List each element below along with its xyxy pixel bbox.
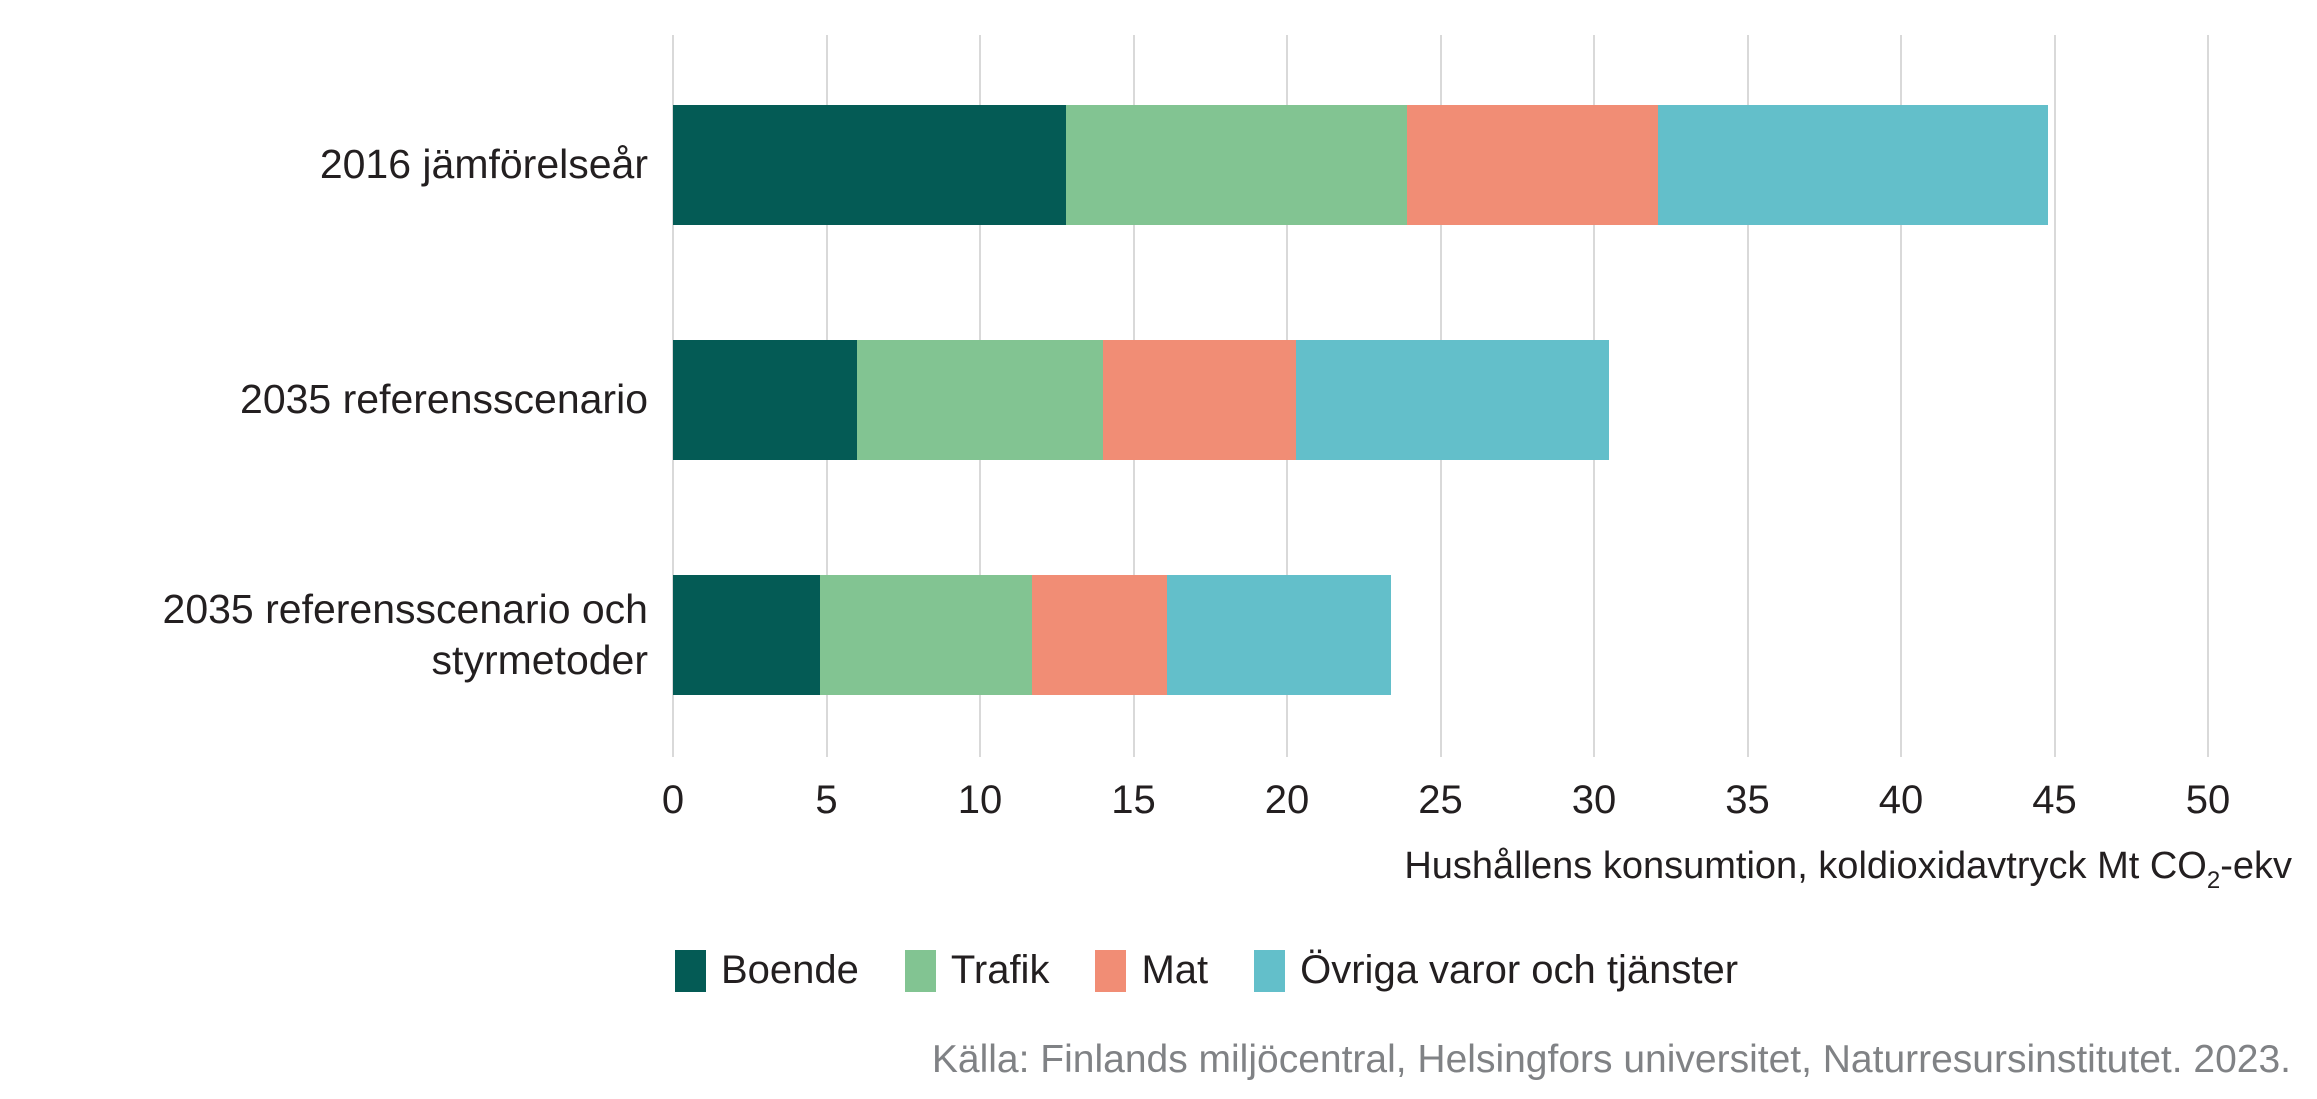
legend-item-mat: Mat — [1095, 948, 1208, 993]
source-caption: Källa: Finlands miljöcentral, Helsingfor… — [931, 1038, 2291, 1081]
legend-label: Trafik — [950, 948, 1050, 992]
bar-row-0 — [673, 105, 2049, 225]
x-tick-25: 25 — [1418, 778, 1463, 822]
legend-swatch — [1254, 949, 1286, 992]
legend-label: Boende — [721, 948, 859, 992]
x-tick-40: 40 — [1878, 778, 1924, 822]
bar-segment-mat — [1032, 575, 1168, 695]
x-tick-30: 30 — [1571, 778, 1617, 822]
legend-swatch — [675, 949, 706, 992]
bar-segment--vriga-varor-och-tj-nster — [1296, 340, 1610, 460]
legend-swatch — [1095, 949, 1127, 992]
gridline-50 — [2207, 35, 2209, 757]
x-tick-20: 20 — [1264, 778, 1310, 822]
legend: Boende Trafik Mat Övriga varor och tjänster — [675, 948, 1738, 993]
x-tick-45: 45 — [2032, 778, 2077, 822]
category-label-2: 2035 referensscenario och styrmetoder — [162, 585, 648, 683]
bar-row-1 — [673, 340, 1610, 460]
gridline-35 — [1746, 35, 1749, 757]
legend-item-boende: Boende — [675, 948, 859, 993]
x-axis-title-subscript: 2 — [2206, 867, 2221, 894]
bar-segment-boende — [673, 340, 858, 460]
legend-label: Övriga varor och tjänster — [1300, 948, 1739, 992]
bar-segment--vriga-varor-och-tj-nster — [1658, 105, 2049, 225]
bar-segment--vriga-varor-och-tj-nster — [1167, 575, 1392, 695]
bar-segment-trafik — [1065, 105, 1407, 225]
legend-item--vriga-varor-och-tj-nster: Övriga varor och tjänster — [1254, 948, 1738, 993]
gridline-40 — [1900, 35, 1902, 757]
x-axis-title: Hushållens konsumtion, koldioxidavtryck … — [1404, 845, 2292, 895]
x-tick-0: 0 — [661, 778, 685, 822]
gridline-45 — [2053, 35, 2056, 757]
legend-swatch — [904, 949, 936, 992]
category-label-1: 2035 referensscenario — [240, 376, 648, 423]
bar-segment-trafik — [820, 575, 1033, 695]
bar-segment-boende — [673, 105, 1066, 225]
x-axis-title-suffix: -ekv — [2220, 845, 2292, 887]
bar-segment-mat — [1406, 105, 1659, 225]
legend-item-trafik: Trafik — [904, 948, 1050, 993]
bar-segment-trafik — [857, 340, 1103, 460]
x-tick-15: 15 — [1111, 778, 1156, 822]
x-tick-35: 35 — [1725, 778, 1770, 822]
bar-segment-boende — [673, 575, 821, 695]
bar-row-2 — [673, 575, 1392, 695]
x-tick-10: 10 — [957, 778, 1003, 822]
x-tick-50: 50 — [2185, 778, 2231, 822]
x-tick-5: 5 — [815, 778, 838, 822]
category-label-0: 2016 jämförelseår — [319, 141, 648, 188]
bar-segment-mat — [1102, 340, 1297, 460]
x-axis-title-text: Hushållens konsumtion, koldioxidavtryck … — [1404, 845, 2207, 887]
legend-label: Mat — [1141, 948, 1209, 992]
